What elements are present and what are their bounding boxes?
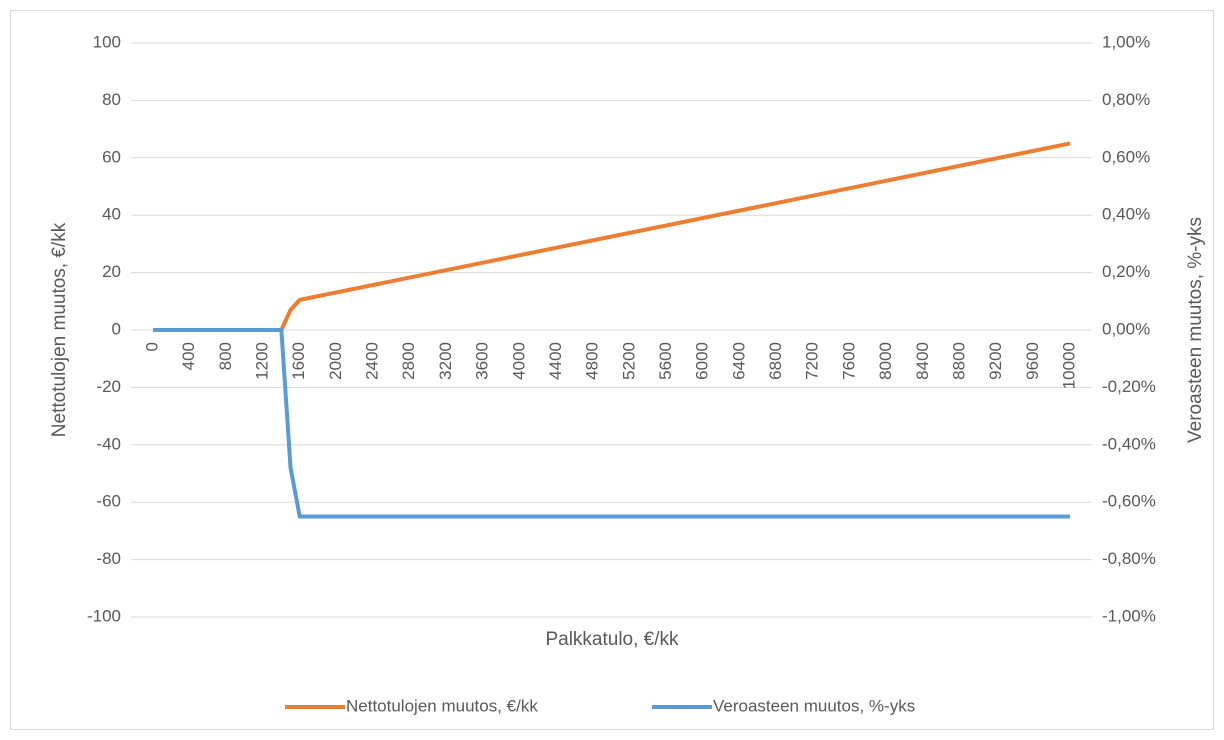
y-tick-label: 60	[102, 147, 121, 166]
x-tick-label: 9600	[1023, 342, 1042, 380]
y-tick-label: 20	[102, 262, 121, 281]
y2-tick-label: 0,00%	[1102, 319, 1150, 338]
y2-tick-label: -0,60%	[1102, 492, 1156, 511]
x-tick-label: 4400	[546, 342, 565, 380]
y-tick-label: -100	[87, 606, 121, 625]
y-tick-label: -60	[96, 492, 121, 511]
x-tick-label: 8800	[949, 342, 968, 380]
y-axis-title: Nettotulojen muutos, €/kk	[49, 222, 70, 437]
y2-tick-label: 0,60%	[1102, 147, 1150, 166]
x-tick-label: 0	[142, 342, 161, 351]
x-tick-label: 1200	[253, 342, 272, 380]
x-tick-label: 3600	[473, 342, 492, 380]
y-tick-label: 40	[102, 205, 121, 224]
series-line	[153, 328, 1070, 519]
legend-label: Veroasteen muutos, %-yks	[713, 696, 915, 715]
x-tick-label: 5600	[656, 342, 675, 380]
legend-label: Nettotulojen muutos, €/kk	[346, 696, 538, 715]
x-tick-label: 800	[216, 342, 235, 370]
y2-axis-title: Veroasteen muutos, %-yks	[1185, 217, 1206, 443]
y2-tick-label: 0,40%	[1102, 205, 1150, 224]
x-tick-label: 7600	[839, 342, 858, 380]
y2-tick-label: -0,20%	[1102, 377, 1156, 396]
chart-border	[10, 10, 1214, 730]
x-tick-label: 8000	[876, 342, 895, 380]
x-tick-label: 6400	[729, 342, 748, 380]
y-tick-label: -80	[96, 549, 121, 568]
x-tick-label: 7200	[803, 342, 822, 380]
x-tick-label: 6000	[693, 342, 712, 380]
x-tick-label: 10000	[1059, 342, 1078, 389]
x-tick-label: 6800	[766, 342, 785, 380]
x-tick-label: 8400	[913, 342, 932, 380]
x-tick-label: 4000	[509, 342, 528, 380]
x-tick-label: 2400	[363, 342, 382, 380]
y2-tick-label: 0,20%	[1102, 262, 1150, 281]
x-tick-label: 2800	[399, 342, 418, 380]
y-tick-label: 80	[102, 90, 121, 109]
y-tick-label: -40	[96, 434, 121, 453]
y2-tick-label: 0,80%	[1102, 90, 1150, 109]
x-tick-label: 5200	[619, 342, 638, 380]
x-tick-label: 3200	[436, 342, 455, 380]
x-axis-title: Palkkatulo, €/kk	[545, 629, 679, 650]
x-tick-label: 1600	[289, 342, 308, 380]
y2-tick-label: -0,40%	[1102, 434, 1156, 453]
y2-tick-label: -0,80%	[1102, 549, 1156, 568]
x-tick-label: 9200	[986, 342, 1005, 380]
y2-tick-label: -1,00%	[1102, 606, 1156, 625]
y-tick-label: -20	[96, 377, 121, 396]
y-tick-label: 100	[93, 32, 121, 51]
y-tick-label: 0	[112, 319, 121, 338]
x-tick-label: 400	[179, 342, 198, 370]
x-tick-label: 4800	[583, 342, 602, 380]
y2-tick-label: 1,00%	[1102, 32, 1150, 51]
x-tick-label: 2000	[326, 342, 345, 380]
